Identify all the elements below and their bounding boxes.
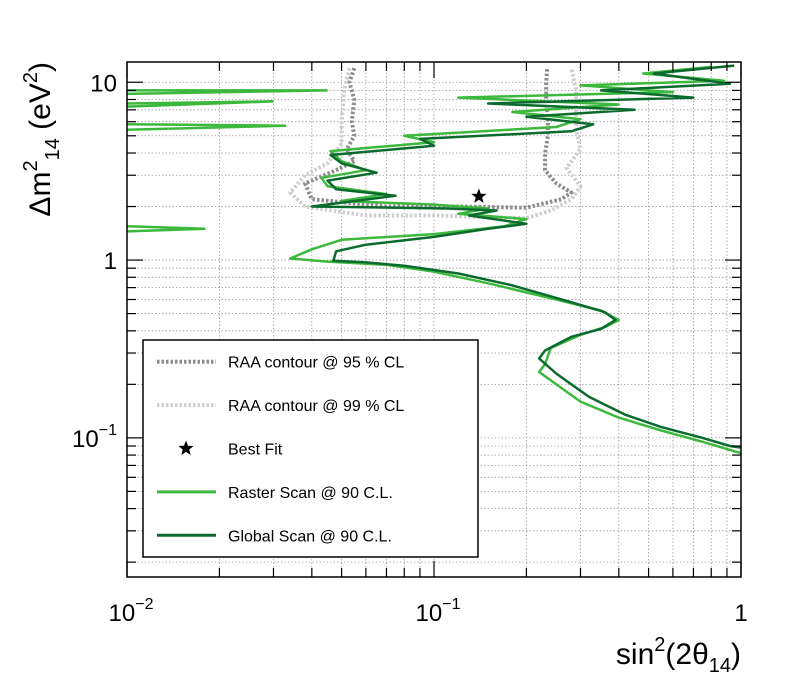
legend: RAA contour @ 95 % CL RAA contour @ 99 % … <box>142 339 479 558</box>
x-tick-label-part: 10 <box>416 600 443 627</box>
x-axis-title-part: 14 <box>709 655 731 677</box>
y-tick-label-part: 1 <box>104 248 117 275</box>
y-axis-title-part: ) <box>24 62 57 72</box>
x-axis-title-part: ) <box>731 638 741 671</box>
y-tick-label: 10−1 <box>72 422 117 453</box>
x-tick-label-part: 1 <box>734 600 747 627</box>
y-tick-label-part: 10 <box>90 70 117 97</box>
x-tick-label-part: 10 <box>109 600 136 627</box>
raster-scan-island <box>126 100 274 108</box>
series-layer <box>126 64 742 455</box>
raster-scan-island <box>126 123 287 132</box>
y-axis-title: Δm214 (eV2) <box>20 62 64 217</box>
best-fit-marker <box>471 188 487 203</box>
y-axis-title-part: 2 <box>20 72 42 83</box>
y-tick-label: 1 <box>104 248 117 275</box>
x-axis-title: sin2(2θ14) <box>616 634 741 677</box>
x-tick-label-part: −2 <box>135 596 153 613</box>
legend-label: RAA contour @ 99 % CL <box>228 398 404 415</box>
x-axis-title-part: 2 <box>654 634 665 656</box>
legend-label: Global Scan @ 90 C.L. <box>228 528 392 545</box>
legend-label: RAA contour @ 95 % CL <box>228 355 404 372</box>
x-axis-title-part: sin <box>616 638 654 671</box>
x-tick-label-part: −1 <box>442 596 460 613</box>
raster-scan-island <box>126 89 328 96</box>
y-tick-label: 10 <box>90 70 117 97</box>
x-tick-label: 10−1 <box>416 596 461 627</box>
y-tick-label-part: 10 <box>72 426 99 453</box>
y-axis-title-part: Δm <box>24 172 57 217</box>
legend-box <box>142 339 479 558</box>
raster-scan-island <box>126 224 206 233</box>
x-axis-title-part: (2θ <box>665 638 708 671</box>
global-contour-line <box>310 64 742 449</box>
y-axis-title-part: 14 <box>42 138 64 160</box>
y-axis-title-part: 2 <box>20 160 42 171</box>
y-axis-title-part: (eV <box>24 83 57 138</box>
legend-label: Raster Scan @ 90 C.L. <box>228 485 393 502</box>
y-tick-label-part: −1 <box>99 422 117 439</box>
legend-label: Best Fit <box>228 442 283 459</box>
legend-star-icon <box>178 440 194 455</box>
x-tick-label: 10−2 <box>109 596 154 627</box>
x-tick-label: 1 <box>734 600 747 627</box>
